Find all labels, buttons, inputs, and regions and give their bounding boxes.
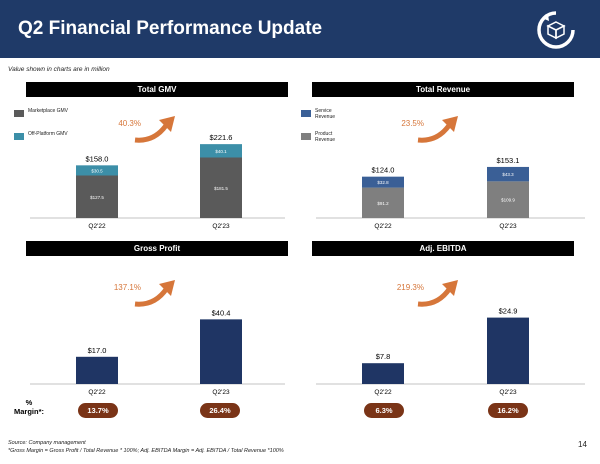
bar-total-label: $24.9 bbox=[499, 307, 518, 316]
box-cycle-icon bbox=[537, 11, 575, 49]
x-tick-label: Q2'23 bbox=[499, 389, 517, 396]
growth-arrow-head bbox=[442, 280, 458, 296]
bar-value-upper: $32.8 bbox=[377, 180, 389, 185]
bar-value-upper: $30.5 bbox=[91, 168, 103, 173]
growth-arrow-shape bbox=[417, 286, 453, 307]
margin-label: % Margin*: bbox=[14, 398, 44, 416]
gross-profit-chart: $17.0 Q2'22 $40.4 Q2'23 137.1% bbox=[30, 280, 285, 396]
margin-label-line1: % bbox=[25, 398, 33, 407]
growth-arrow-head bbox=[442, 116, 458, 132]
x-tick-label: Q2'22 bbox=[374, 389, 392, 396]
bar-value-lower: $91.2 bbox=[377, 201, 389, 206]
bar-segment-lower bbox=[487, 181, 529, 218]
bar-total-label: $124.0 bbox=[372, 166, 395, 175]
bar bbox=[76, 356, 118, 384]
legend-offplatform-gmv: Off-Platform GMV bbox=[28, 131, 68, 137]
bar-value-lower: $109.9 bbox=[501, 198, 515, 203]
legend-marketplace-swatch bbox=[14, 110, 24, 117]
legend-service-swatch bbox=[301, 110, 311, 117]
footer-source: Source: Company management bbox=[8, 440, 86, 446]
x-tick-label: Q2'23 bbox=[499, 223, 517, 230]
bar-total-label: $7.8 bbox=[376, 352, 391, 361]
header-bar: Q2 Financial Performance Update bbox=[0, 0, 600, 58]
units-note: Value shown in charts are in million bbox=[8, 66, 110, 73]
ebitda-chart: $7.8 Q2'22 $24.9 Q2'23 219.3% bbox=[316, 280, 585, 396]
growth-arrow-head bbox=[159, 280, 175, 296]
page-number: 14 bbox=[578, 440, 587, 449]
growth-group bbox=[134, 280, 175, 307]
bar-total-label: $221.6 bbox=[210, 133, 233, 142]
growth-group bbox=[134, 116, 175, 143]
growth-growth-label: 219.3% bbox=[397, 283, 424, 292]
growth-group bbox=[417, 280, 458, 307]
legend-product-swatch bbox=[301, 133, 311, 140]
bar-segment-lower bbox=[76, 175, 118, 218]
gmv-title: Total GMV bbox=[26, 82, 288, 97]
revenue-title: Total Revenue bbox=[312, 82, 574, 97]
legend-marketplace-gmv: Marketplace GMV bbox=[28, 108, 69, 114]
x-tick-label: Q2'22 bbox=[88, 223, 106, 230]
growth-arrow-shape bbox=[134, 286, 170, 307]
bar-segment-upper bbox=[487, 166, 529, 182]
bar-segment-lower bbox=[200, 157, 242, 218]
bar-value-lower: $127.5 bbox=[90, 195, 104, 200]
x-tick-label: Q2'22 bbox=[88, 389, 106, 396]
bar-segment-lower bbox=[362, 187, 404, 218]
bar-total-label: $40.4 bbox=[212, 308, 231, 317]
bar-segment-upper bbox=[362, 176, 404, 188]
bar bbox=[487, 317, 529, 384]
bar bbox=[362, 363, 404, 384]
growth-growth-label: 137.1% bbox=[114, 283, 141, 292]
bar-total-label: $17.0 bbox=[88, 346, 107, 355]
gmv-chart: $127.5 $30.5 $158.0 Q2'22 $181.5 $40.1 $221.6 Q… bbox=[30, 116, 285, 230]
x-tick-label: Q2'23 bbox=[212, 389, 230, 396]
footer-definition: *Gross Margin = Gross Profit / Total Rev… bbox=[8, 448, 284, 454]
gross-profit-title: Gross Profit bbox=[26, 241, 288, 256]
growth-group bbox=[417, 116, 458, 143]
bar-segment-upper bbox=[76, 165, 118, 176]
bar-total-label: $153.1 bbox=[497, 156, 520, 165]
growth-arrow-shape bbox=[417, 122, 453, 143]
x-tick-label: Q2'23 bbox=[212, 223, 230, 230]
margin-label-line2: Margin*: bbox=[14, 407, 44, 416]
bar-value-upper: $43.3 bbox=[502, 172, 514, 177]
growth-arrow-shape bbox=[134, 122, 170, 143]
legend-offplatform-swatch bbox=[14, 133, 24, 140]
growth-growth-label: 23.5% bbox=[401, 119, 424, 128]
x-tick-label: Q2'22 bbox=[374, 223, 392, 230]
bar-value-lower: $181.5 bbox=[214, 186, 228, 191]
bar bbox=[200, 319, 242, 384]
gross-margin-q2-23: 26.4% bbox=[200, 403, 240, 418]
page-title: Q2 Financial Performance Update bbox=[18, 18, 323, 39]
ebitda-title: Adj. EBITDA bbox=[312, 241, 574, 256]
ebitda-margin-q2-22: 6.3% bbox=[364, 403, 404, 418]
legend-product-revenue: Product Revenue bbox=[315, 131, 336, 143]
growth-arrow-head bbox=[159, 116, 175, 132]
bar-segment-upper bbox=[200, 144, 242, 158]
legend-service-revenue: Service Revenue bbox=[315, 108, 336, 120]
ebitda-margin-q2-23: 16.2% bbox=[488, 403, 528, 418]
growth-growth-label: 40.3% bbox=[118, 119, 141, 128]
bar-value-upper: $40.1 bbox=[215, 149, 227, 154]
revenue-chart: $91.2 $32.8 $124.0 Q2'22 $109.9 $43.3 $153.1 Q2… bbox=[316, 116, 585, 230]
bar-total-label: $158.0 bbox=[86, 154, 109, 163]
gross-margin-q2-22: 13.7% bbox=[78, 403, 118, 418]
